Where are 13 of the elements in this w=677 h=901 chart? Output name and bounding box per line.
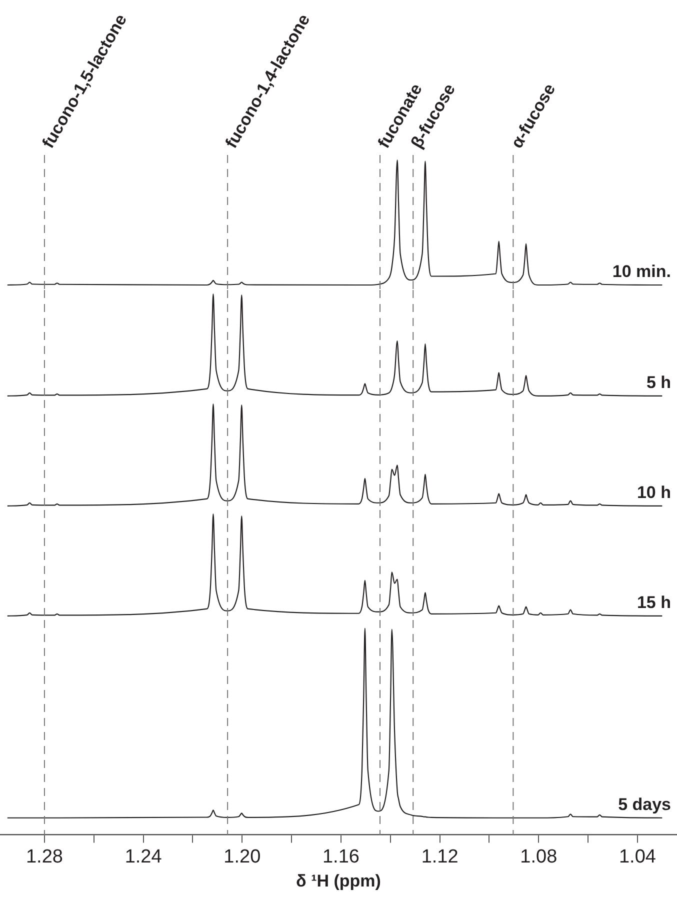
x-tick-label: 1.20 [224,846,261,868]
series-label: 10 min. [612,262,671,282]
series-label: 10 h [636,483,671,502]
series-label: 15 h [636,593,671,612]
x-tick-label: 1.12 [421,846,458,868]
x-tick-label: 1.08 [520,846,558,868]
x-tick-label: 1.04 [618,846,656,868]
x-tick-label: 1.16 [322,846,360,868]
series-label: 5 h [646,373,671,392]
x-axis-title: δ ¹H (ppm) [296,871,381,890]
series-label: 5 days [618,795,671,814]
x-tick-label: 1.24 [124,846,162,868]
x-tick-label: 1.28 [26,846,63,868]
